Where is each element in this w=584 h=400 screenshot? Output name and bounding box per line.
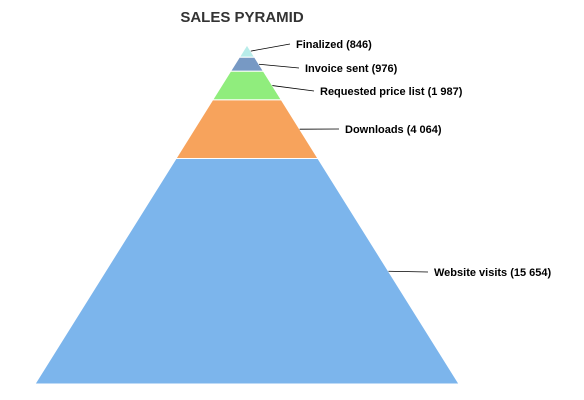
data-label-3: Downloads (4 064) bbox=[345, 124, 442, 136]
data-labels: Finalized (846) Invoice sent (976) Request… bbox=[296, 39, 552, 279]
pyramid-segment-4 bbox=[34, 157, 460, 385]
chart-title: SALES PYRAMID bbox=[180, 9, 304, 26]
data-label-2: Requested price list (1 987) bbox=[320, 86, 463, 98]
pyramid-segment-1 bbox=[229, 56, 265, 72]
connector-2 bbox=[272, 85, 315, 92]
label-connectors bbox=[250, 43, 429, 273]
data-label-4: Website visits (15 654) bbox=[434, 267, 552, 279]
pyramid-segments bbox=[34, 44, 460, 385]
pyramid-segment-3 bbox=[175, 99, 319, 159]
connector-4 bbox=[388, 270, 429, 273]
connector-1 bbox=[258, 63, 300, 69]
data-label-0: Finalized (846) bbox=[296, 39, 372, 51]
pyramid-segment-2 bbox=[211, 70, 283, 101]
data-label-1: Invoice sent (976) bbox=[305, 63, 398, 75]
connector-0 bbox=[250, 43, 291, 52]
